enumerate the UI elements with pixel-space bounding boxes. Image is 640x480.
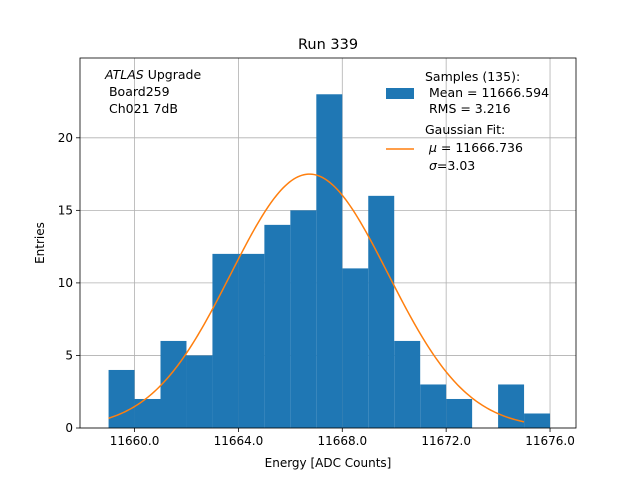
x-tick-label: 11668.0 [317,434,367,448]
x-tick-label: 11672.0 [421,434,471,448]
histogram-bar [212,253,239,428]
histogram-bar [394,340,421,428]
legend-samples-mean: Mean = 11666.594 [425,85,549,100]
legend-fit-title: Gaussian Fit: [425,122,505,137]
histogram-bar [342,268,369,428]
annotation-line-3: Ch021 7dB [105,101,178,116]
gaussian-fit-curve [108,173,525,423]
mu-symbol: μ [428,140,437,155]
histogram-bar [368,195,395,428]
histogram-bar [316,94,343,429]
mu-value: = 11666.736 [437,140,523,155]
atlas-label: ATLAS [104,67,144,82]
histogram-bar [524,413,551,428]
annotation-line-1: ATLAS Upgrade [104,67,201,82]
x-axis-ticks: 11660.0 11664.0 11668.0 11672.0 11676.0 [110,428,575,448]
plot-frame [79,57,577,429]
histogram-bar [264,224,291,428]
histogram-bar [446,398,473,428]
x-tick-label: 11676.0 [525,434,575,448]
histogram-bar [290,210,317,428]
annotation-line-2: Board259 [105,84,170,99]
x-tick-label: 11664.0 [214,434,264,448]
histogram-bar [420,384,447,428]
histogram-bar [160,340,187,428]
x-tick-label: 11660.0 [110,434,160,448]
legend: Samples (135): Mean = 11666.594 RMS = 3.… [386,69,549,173]
y-tick-label: 10 [58,276,73,290]
chart-title: Run 339 [298,37,358,53]
y-tick-label: 15 [58,203,73,217]
y-tick-label: 0 [65,421,73,435]
legend-samples-swatch [386,88,414,99]
histogram-bars [108,94,551,429]
y-axis-ticks: 0 5 10 15 20 [58,131,80,435]
upgrade-label: Upgrade [144,67,202,82]
y-tick-label: 5 [65,348,73,362]
histogram-bar [238,253,265,428]
legend-fit-mu: μ = 11666.736 [425,140,523,155]
y-tick-label: 20 [58,131,73,145]
legend-fit-sigma: σ=3.03 [425,158,475,173]
sigma-value: =3.03 [437,158,475,173]
legend-samples-title: Samples (135): [425,69,520,84]
atlas-annotation: ATLAS Upgrade Board259 Ch021 7dB [104,67,201,116]
x-axis-label: Energy [ADC Counts] [265,456,392,470]
y-axis-label: Entries [33,222,47,264]
sigma-symbol: σ [429,158,438,173]
legend-samples-rms: RMS = 3.216 [425,101,511,116]
histogram-bar [186,355,213,428]
histogram-bar [108,369,135,428]
